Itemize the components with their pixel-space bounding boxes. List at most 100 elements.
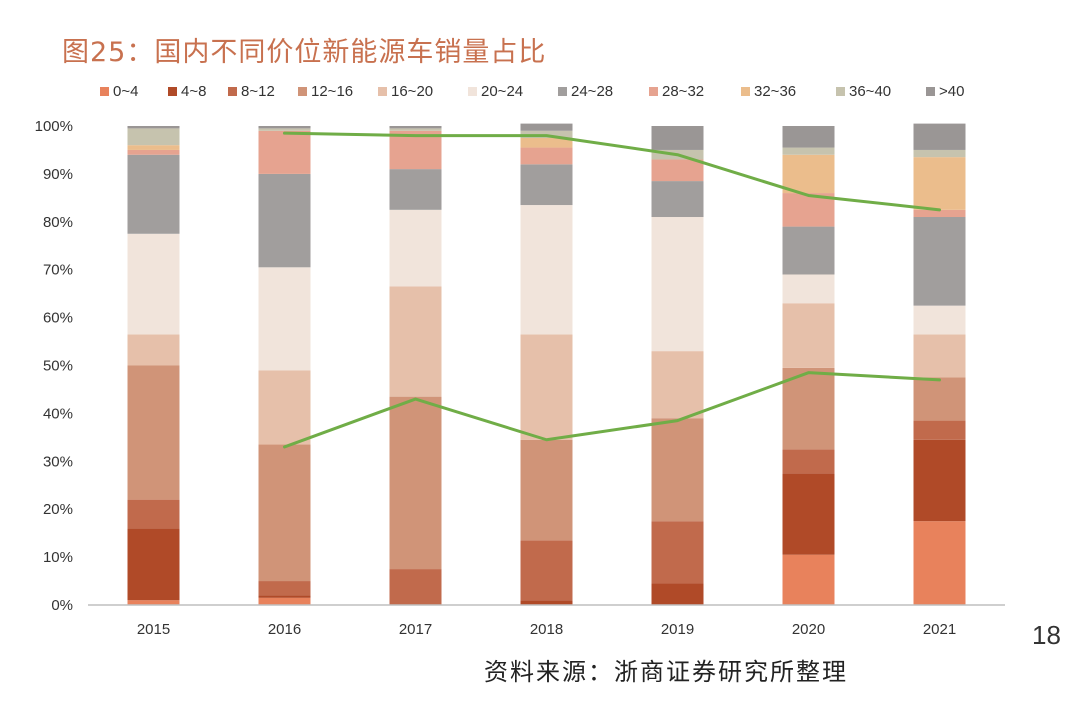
bar-segment-2016-4~8 [258,595,311,598]
bar-segment-2021-36~40 [913,149,966,158]
bar-segment-2018-28~32 [520,147,573,165]
bar-segment-2015-16~20 [127,334,180,366]
bar-segment-2021-12~16 [913,377,966,421]
x-tick-label: 2015 [137,621,170,638]
bar-segment-2021-0~4 [913,521,966,605]
bar-segment-2021-8~12 [913,420,966,440]
legend-swatch-0~4 [100,87,109,96]
bar-segment-2018-8~12 [520,540,573,601]
bar-segment-2018-20~24 [520,205,573,335]
legend-swatch-4~8 [168,87,177,96]
bar-segment-2016-16~20 [258,370,311,445]
legend-swatch-32~36 [741,87,750,96]
legend-swatch-8~12 [228,87,237,96]
legend-label: 24~28 [571,83,613,100]
bar-segment-2017-8~12 [389,569,442,605]
bar-segment-2017-12~16 [389,396,442,570]
bar-segment-2018-12~16 [520,439,573,541]
bar-segment-2020-12~16 [782,367,835,450]
x-tick-label: 2020 [792,621,825,638]
legend-label: 4~8 [181,83,206,100]
bar-segment-2021-28~32 [913,209,966,218]
y-tick-label: 80% [43,214,73,231]
legend-label: 36~40 [849,83,891,100]
legend-label: 8~12 [241,83,275,100]
bar-segment-2021-16~20 [913,334,966,378]
trend-line-2 [283,371,941,449]
bar-segment-2020-36~40 [782,147,835,155]
bar-segment-2016-20~24 [258,267,311,371]
legend-label: 28~32 [662,83,704,100]
legend-label: >40 [939,83,964,100]
y-tick-label: 10% [43,549,73,566]
bar-segment-2019->40 [651,126,704,150]
x-tick-label: 2017 [399,621,432,638]
bar-segment-2015-20~24 [127,233,180,335]
bar-segment-2020-20~24 [782,274,835,304]
legend: 0~4 4~8 8~12 12~16 16~20 20~24 24~28 28~32 32~36… [100,83,964,100]
x-tick-label: 2019 [661,621,694,638]
bar-segment-2016-24~28 [258,173,311,268]
y-tick-label: 60% [43,310,73,327]
bar-segment-2015-32~36 [127,145,180,150]
bar-segment-2016-28~32 [258,130,311,174]
x-tick-label: 2021 [923,621,956,638]
x-tick-label: 2018 [530,621,563,638]
legend-label: 0~4 [113,83,138,100]
y-axis: 0% 10% 20% 30% 40% 50% 60% 70% 80% 90% 100% [35,118,73,614]
y-tick-label: 70% [43,262,73,279]
bar-segment-2015-28~32 [127,149,180,155]
legend-label: 16~20 [391,83,433,100]
bar-segment-2015-12~16 [127,365,180,500]
legend-swatch->40 [926,87,935,96]
bar-segment-2021-20~24 [913,305,966,335]
bar-segment-2016-8~12 [258,581,311,596]
legend-swatch-28~32 [649,87,658,96]
legend-swatch-36~40 [836,87,845,96]
bar-segment-2015-4~8 [127,528,180,601]
bar-segment-2019-28~32 [651,159,704,182]
bar-segment-2015-24~28 [127,154,180,234]
y-tick-label: 30% [43,453,73,470]
bar-segment-2015->40 [127,126,180,129]
trend-line-1 [283,131,941,212]
bar-segment-2020->40 [782,126,835,148]
legend-swatch-24~28 [558,87,567,96]
bar-segment-2018-24~28 [520,164,573,206]
y-tick-label: 100% [35,118,73,135]
bar-segment-2020-32~36 [782,154,835,194]
bar-segment-2016->40 [258,126,311,129]
bar-segment-2018-32~36 [520,137,573,148]
bar-segment-2019-20~24 [651,217,704,352]
bar-segment-2016-12~16 [258,444,311,582]
bars [127,123,966,605]
bar-segment-2021-24~28 [913,217,966,306]
bar-segment-2021-32~36 [913,157,966,210]
chart-title: 图25：国内不同价位新能源车销量占比 [62,37,547,68]
bar-segment-2020-24~28 [782,226,835,275]
bar-segment-2018-4~8 [520,600,573,605]
bar-segment-2020-4~8 [782,473,835,555]
bar-segment-2020-8~12 [782,449,835,474]
bar-segment-2020-0~4 [782,554,835,605]
bar-segment-2017->40 [389,126,442,129]
x-tick-label: 2016 [268,621,301,638]
bar-segment-2017-16~20 [389,286,442,397]
legend-swatch-16~20 [378,87,387,96]
y-tick-label: 50% [43,358,73,375]
bar-segment-2019-24~28 [651,181,704,218]
legend-label: 12~16 [311,83,353,100]
bar-segment-2019-16~20 [651,351,704,419]
y-tick-label: 90% [43,166,73,183]
bar-segment-2018->40 [520,123,573,131]
source-note: 资料来源：浙商证券研究所整理 [484,658,848,686]
bar-segment-2016-36~40 [258,128,311,131]
page-number: 18 [1032,620,1061,650]
bar-segment-2016-0~4 [258,597,311,605]
y-tick-label: 40% [43,405,73,422]
bar-segment-2019-8~12 [651,521,704,584]
x-axis: 2015 2016 2017 2018 2019 2020 2021 [88,604,1005,638]
bar-segment-2018-16~20 [520,334,573,440]
bar-segment-2019-4~8 [651,583,704,605]
